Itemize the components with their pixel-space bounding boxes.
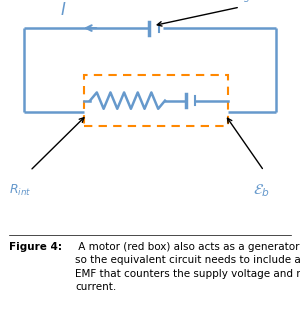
Text: $R_{int}$: $R_{int}$ xyxy=(9,183,32,198)
Bar xyxy=(84,75,228,126)
Text: $\mathit{I}$: $\mathit{I}$ xyxy=(60,1,66,19)
Text: $\mathcal{E}_b$: $\mathcal{E}_b$ xyxy=(253,183,269,199)
Text: A motor (red box) also acts as a generator,
so the equivalent circuit needs to i: A motor (red box) also acts as a generat… xyxy=(75,242,300,292)
Text: Figure 4:: Figure 4: xyxy=(9,242,62,252)
Text: $V_s$: $V_s$ xyxy=(234,0,250,5)
